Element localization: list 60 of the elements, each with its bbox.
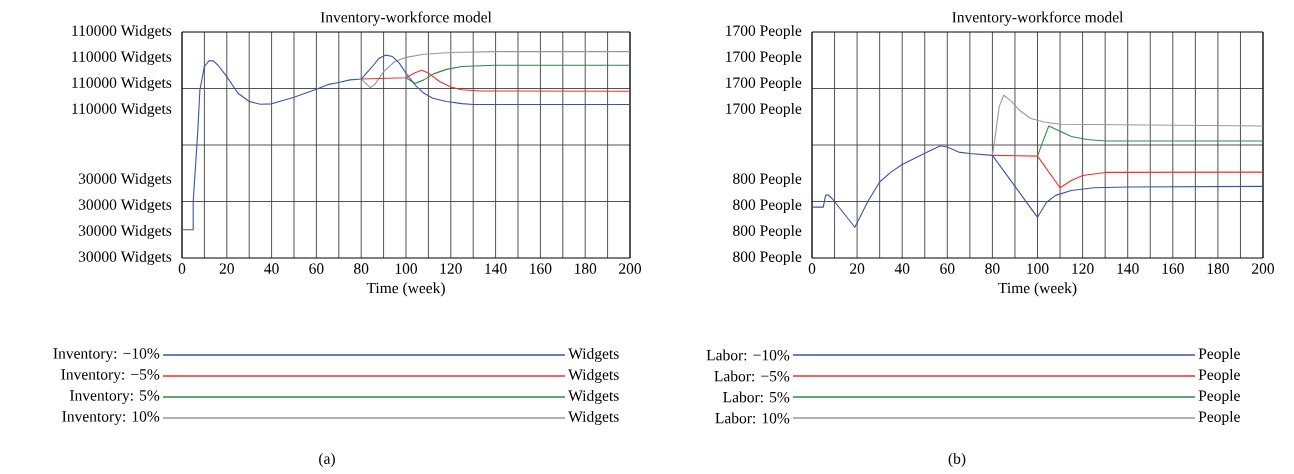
x-tick-label: 140: [1117, 263, 1139, 274]
x-tick-label: 100: [1027, 263, 1049, 274]
legend-label: Inventory: −5%: [61, 369, 160, 383]
text: People: [1198, 347, 1240, 363]
text: 110000 Widgets: [72, 76, 172, 92]
x-axis-title: Time (week): [998, 282, 1077, 297]
legend-label: Inventory: −10%: [53, 348, 160, 362]
x-tick-label: 60: [309, 263, 324, 274]
text: 800 People: [733, 250, 802, 266]
text: Widgets: [568, 389, 619, 405]
x-tick-label: 120: [440, 263, 462, 274]
text: Widgets: [568, 347, 619, 363]
x-tick-label: 100: [395, 263, 418, 274]
text: 110000 Widgets: [72, 24, 172, 40]
legend-label: Labor: 5%: [723, 391, 790, 403]
x-tick-label: 0: [178, 263, 186, 274]
x-tick-label: 120: [1072, 263, 1094, 274]
x-tick-label: 200: [619, 263, 642, 274]
legend-label: Labor: −5%: [714, 370, 790, 382]
x-axis-title: Time (week): [366, 282, 445, 297]
text: People: [1198, 368, 1240, 384]
text: Widgets: [568, 410, 619, 426]
x-tick-label: 140: [485, 263, 507, 274]
text: People: [1198, 389, 1240, 405]
chart-title: Inventory-workforce model: [952, 11, 1124, 26]
legend-label: Labor: −10%: [706, 349, 790, 361]
x-tick-label: 80: [985, 263, 1000, 274]
x-tick-label: 180: [574, 263, 597, 274]
text: 1700 People: [726, 50, 802, 66]
x-tick-label: 0: [808, 263, 816, 274]
text: (b): [948, 452, 966, 468]
text: 30000 Widgets: [78, 250, 172, 266]
text: 1700 People: [726, 102, 802, 118]
text: 110000 Widgets: [72, 50, 172, 66]
text: People: [1198, 410, 1240, 426]
text: 1700 People: [726, 76, 802, 92]
text: 110000 Widgets: [72, 102, 172, 118]
legend-label: Inventory: 10%: [62, 411, 160, 425]
x-tick-label: 180: [1207, 263, 1229, 274]
legend-label: Inventory: 5%: [69, 390, 160, 404]
text: 30000 Widgets: [78, 198, 172, 214]
x-tick-label: 20: [850, 263, 865, 274]
x-tick-label: 160: [1162, 263, 1184, 274]
x-tick-label: 60: [940, 263, 955, 274]
chart-title: Inventory-workforce model: [320, 11, 492, 26]
x-tick-label: 20: [219, 263, 234, 274]
x-tick-label: 40: [264, 263, 279, 274]
x-tick-label: 40: [894, 263, 910, 274]
text: 800 People: [733, 224, 802, 240]
x-tick-label: 200: [1252, 263, 1275, 274]
legend-label: Labor: 10%: [715, 412, 790, 424]
text: (a): [319, 452, 335, 468]
x-tick-label: 160: [530, 263, 552, 274]
text: 1700 People: [726, 24, 802, 40]
x-tick-label: 80: [354, 263, 369, 274]
text: 30000 Widgets: [78, 172, 172, 188]
text: 800 People: [733, 172, 802, 188]
text: 800 People: [733, 198, 802, 214]
text: 30000 Widgets: [78, 224, 172, 240]
text: Widgets: [568, 368, 619, 384]
